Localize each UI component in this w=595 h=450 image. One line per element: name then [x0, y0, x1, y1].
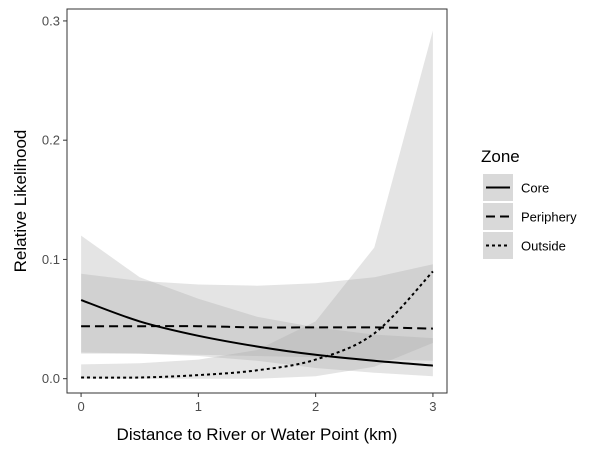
band-outside — [81, 30, 433, 379]
x-axis: 0 1 2 3 — [77, 393, 437, 414]
y-tick-label: 0.3 — [42, 13, 60, 28]
x-tick-label: 2 — [312, 399, 319, 414]
band-core — [81, 235, 433, 377]
y-axis-title: Relative Likelihood — [11, 130, 30, 273]
line-periphery — [81, 325, 433, 330]
legend-label-periphery: Periphery — [521, 210, 577, 225]
y-tick-label: 0.0 — [42, 371, 60, 386]
panel-border — [66, 8, 448, 394]
series-lines — [80, 270, 434, 379]
legend-title: Zone — [481, 147, 520, 166]
band-periphery — [81, 264, 433, 361]
x-tick-label: 1 — [195, 399, 202, 414]
y-tick-label: 0.2 — [42, 133, 60, 148]
line-core — [80, 299, 433, 367]
legend: Zone Core Periphery Outside — [481, 147, 577, 259]
legend-label-core: Core — [521, 181, 549, 196]
confidence-bands — [81, 30, 433, 379]
x-tick-label: 3 — [429, 399, 436, 414]
x-axis-title: Distance to River or Water Point (km) — [117, 425, 398, 444]
legend-label-outside: Outside — [521, 239, 566, 254]
x-tick-label: 0 — [77, 399, 84, 414]
y-axis: 0.0 0.1 0.2 0.3 — [42, 13, 67, 386]
y-tick-label: 0.1 — [42, 252, 60, 267]
